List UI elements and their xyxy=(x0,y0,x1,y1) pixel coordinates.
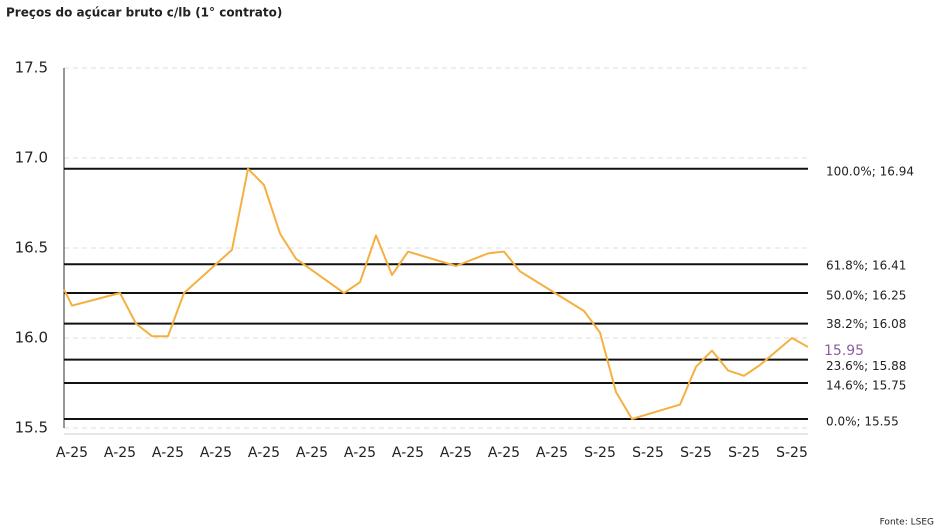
x-tick-label: S-25 xyxy=(632,445,664,461)
y-tick-label: 17.5 xyxy=(15,59,48,77)
x-tick-label: A-25 xyxy=(392,445,424,461)
x-tick-label: A-25 xyxy=(296,445,328,461)
x-tick-label: S-25 xyxy=(584,445,616,461)
x-tick-label: A-25 xyxy=(440,445,472,461)
x-tick-label: A-25 xyxy=(488,445,520,461)
x-tick-label: A-25 xyxy=(344,445,376,461)
retracement-label: 0.0%; 15.55 xyxy=(826,415,899,429)
source: Fonte: LSEG xyxy=(880,518,934,528)
x-tick-label: A-25 xyxy=(200,445,232,461)
retracement-label: 23.6%; 15.88 xyxy=(826,359,906,373)
retracement-label: 61.8%; 16.41 xyxy=(826,259,906,273)
retracement-label: 50.0%; 16.25 xyxy=(826,289,906,303)
y-tick-label: 16.0 xyxy=(15,329,48,347)
chart-title: Preços do açúcar bruto c/lb (1° contrato… xyxy=(6,6,282,20)
retracement-label: 100.0%; 16.94 xyxy=(826,164,914,178)
x-tick-label: S-25 xyxy=(728,445,760,461)
retracement-label: 38.2%; 16.08 xyxy=(826,317,906,331)
x-tick-label: A-25 xyxy=(152,445,184,461)
y-tick-label: 15.5 xyxy=(15,419,48,437)
x-tick-label: S-25 xyxy=(776,445,808,461)
x-tick-label: A-25 xyxy=(56,445,88,461)
retracement-label: 14.6%; 15.75 xyxy=(826,379,906,393)
last-value-label: 15.95 xyxy=(824,343,864,359)
y-tick-label: 16.5 xyxy=(15,239,48,257)
x-tick-label: S-25 xyxy=(680,445,712,461)
x-tick-label: A-25 xyxy=(536,445,568,461)
price-line xyxy=(63,167,809,420)
x-tick-label: A-25 xyxy=(248,445,280,461)
x-tick-label: A-25 xyxy=(104,445,136,461)
y-tick-label: 17.0 xyxy=(15,149,48,167)
